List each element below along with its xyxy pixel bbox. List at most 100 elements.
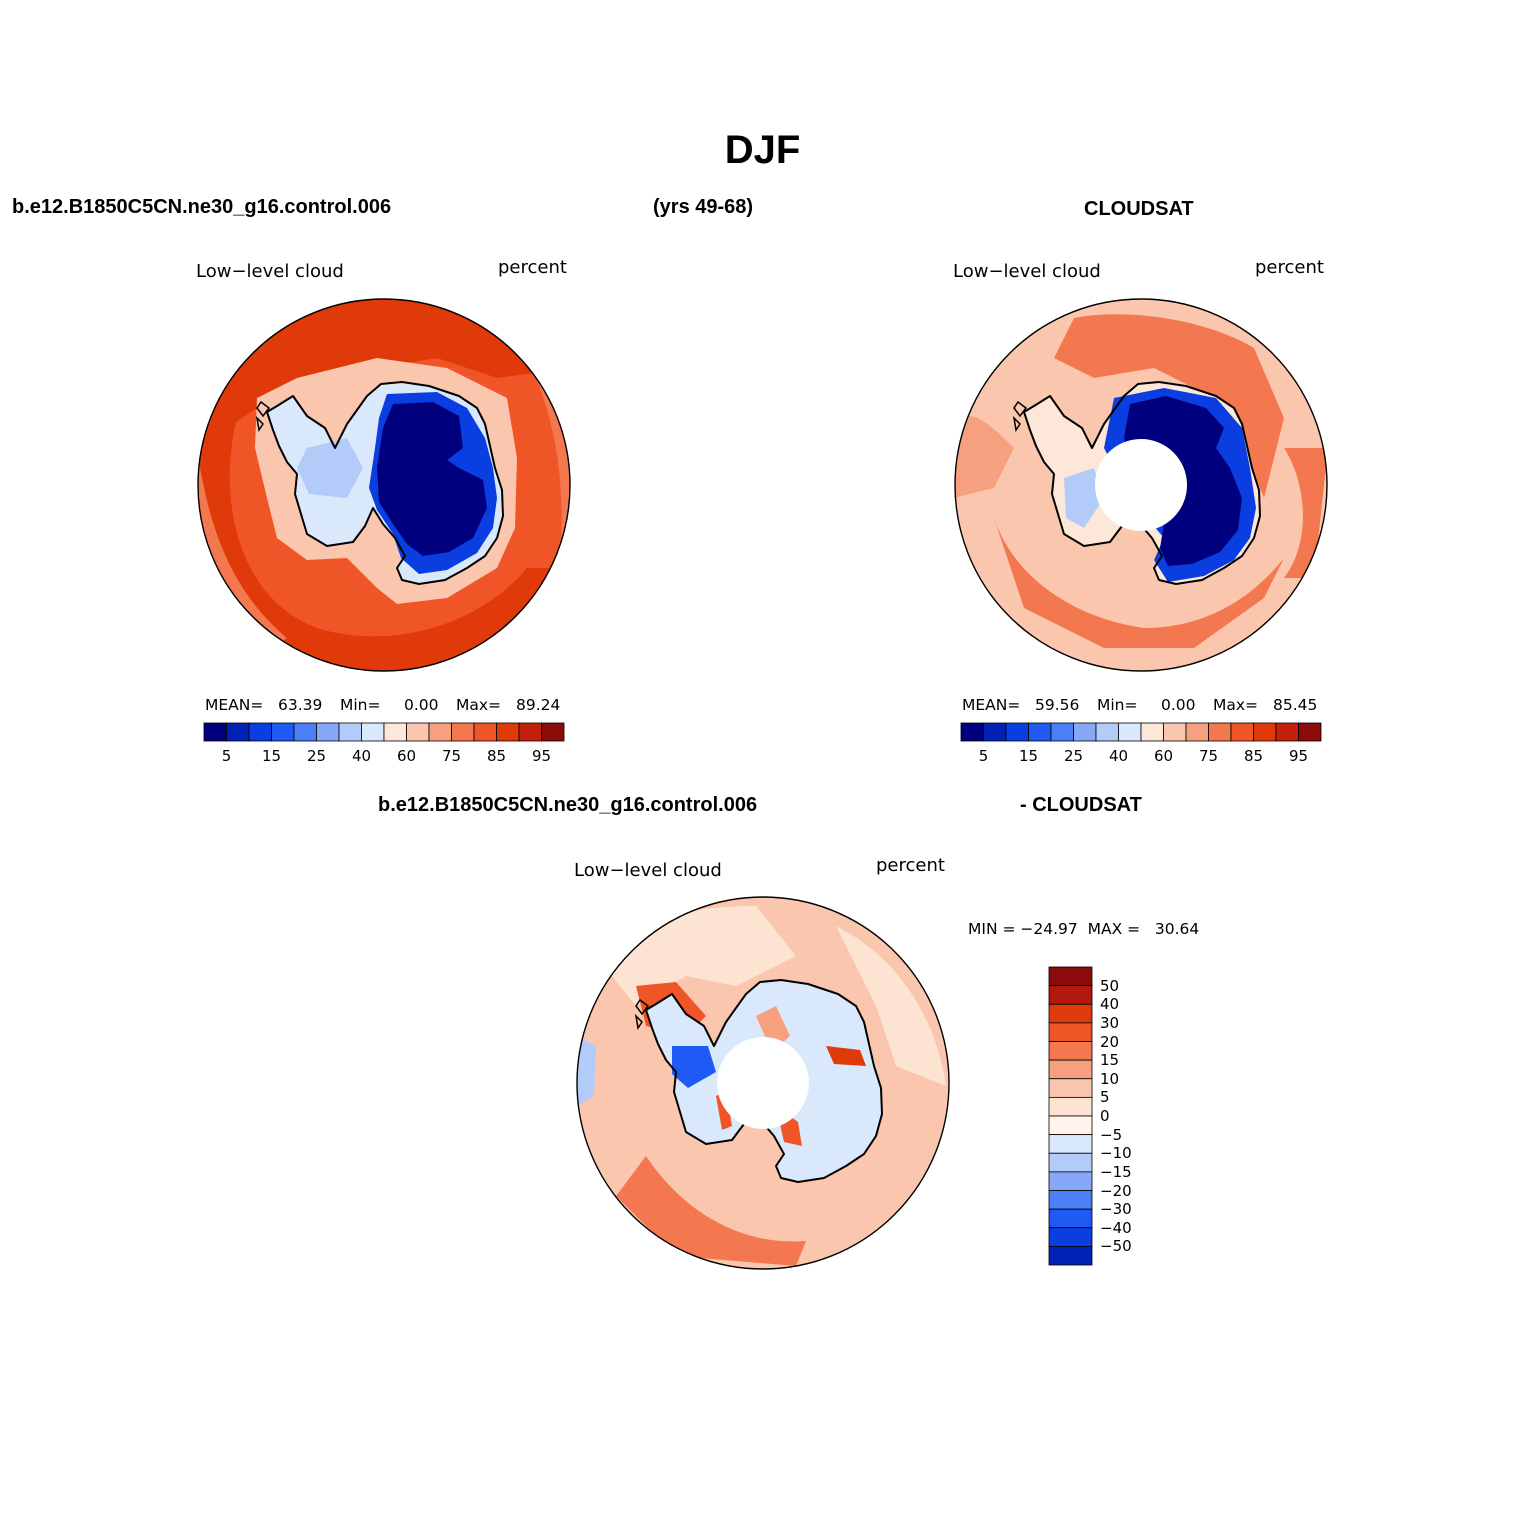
obs-name-label: CLOUDSAT — [1084, 198, 1194, 220]
panel1-min-label: Min= — [340, 696, 381, 714]
panel1-map-border — [197, 298, 571, 672]
panel1-mean-label: MEAN= — [205, 696, 264, 714]
panel2-max-value: 85.45 — [1273, 696, 1318, 714]
diff-case-name-label: b.e12.B1850C5CN.ne30_g16.control.006 — [378, 794, 758, 816]
panel1-colorbar-box — [518, 722, 542, 742]
panel1-colorbar-box — [361, 722, 385, 742]
panel2-colorbar-tick: 85 — [1243, 747, 1264, 765]
diff-colorbar-tick: 40 — [1100, 995, 1120, 1014]
panel1-colorbar-box — [271, 722, 295, 742]
panel1-colorbar-box — [248, 722, 272, 742]
diff-colorbar-tick: 50 — [1100, 976, 1120, 995]
panel1-colorbar-box — [473, 722, 497, 742]
diff-colorbar-box — [1048, 1134, 1093, 1154]
diff-colorbar-box — [1048, 966, 1093, 987]
panel2-colorbar-box — [1208, 722, 1232, 742]
diff-colorbar-tick: 0 — [1100, 1107, 1110, 1125]
diff-coastline — [645, 979, 883, 1183]
diff-colorbar-box — [1048, 1041, 1093, 1061]
panel2-colorbar-box — [1050, 722, 1074, 742]
panel1-colorbar-tick: 15 — [261, 747, 282, 765]
panel2-colorbar-box — [1028, 722, 1052, 742]
diff-map-border — [576, 896, 950, 1270]
panel2-colorbar-box — [1230, 722, 1254, 742]
panel2-mean-label: MEAN= — [962, 696, 1021, 714]
panel2-colorbar-box — [983, 722, 1007, 742]
panel2-min-value: 0.00 — [1161, 696, 1196, 714]
panel2-colorbar-tick: 95 — [1288, 747, 1309, 765]
panel2-colorbar-tick: 75 — [1198, 747, 1219, 765]
panel2-polar-data-gap — [1095, 439, 1187, 531]
diff-colorbar-tick: −40 — [1100, 1218, 1132, 1237]
panel2-max-label: Max= — [1213, 696, 1259, 714]
diff-colorbar-box — [1048, 1190, 1093, 1210]
panel2-colorbar-box — [1118, 722, 1142, 742]
years-label: (yrs 49-68) — [653, 196, 754, 218]
panel1-field — [198, 299, 570, 671]
panel1-colorbar-box — [226, 722, 250, 742]
panel1-colorbar-box — [451, 722, 475, 742]
diff-islands — [634, 998, 650, 1030]
panel2-colorbar-box — [1163, 722, 1187, 742]
diff-colorbar-tick: −5 — [1100, 1125, 1123, 1144]
panel2-colorbar-box — [1140, 722, 1164, 742]
panel1-max-value: 89.24 — [516, 696, 561, 714]
panel1-variable-label: Low−level cloud — [196, 261, 344, 282]
panel1-colorbar-box — [428, 722, 452, 742]
panel1-colorbar-box — [338, 722, 362, 742]
figure-title: DJF — [724, 128, 801, 172]
panel2-polar-map — [954, 298, 1328, 672]
diff-colorbar-box — [1048, 1078, 1093, 1098]
diff-colorbar-tick: 5 — [1100, 1088, 1110, 1107]
panel2-colorbar-box — [1005, 722, 1029, 742]
panel2-coastline — [1023, 381, 1261, 585]
panel2-colorbar — [960, 722, 1322, 742]
panel2-colorbar-box — [1095, 722, 1119, 742]
panel1-colorbar-tick: 85 — [486, 747, 507, 765]
panel1-colorbar-box — [541, 722, 565, 742]
diff-colorbar-box — [1048, 1208, 1093, 1229]
diff-colorbar-box — [1048, 1152, 1093, 1173]
panel2-colorbar-box — [1185, 722, 1209, 742]
diff-colorbar-tick: 15 — [1100, 1051, 1120, 1070]
panel2-map-border — [954, 298, 1328, 672]
panel2-colorbar-tick: 15 — [1018, 747, 1039, 765]
panel1-colorbar-tick: 5 — [221, 747, 232, 765]
diff-colorbar-box — [1048, 1115, 1093, 1136]
panel1-coastline — [266, 381, 504, 585]
diff-colorbar-tick: −20 — [1100, 1181, 1132, 1200]
panel1-colorbar-box — [316, 722, 340, 742]
panel1-colorbar-tick: 25 — [306, 747, 327, 765]
panel2-colorbar-box — [1073, 722, 1097, 742]
panel2-colorbar-box — [1253, 722, 1277, 742]
diff-colorbar-tick: 10 — [1100, 1069, 1120, 1088]
panel2-min-label: Min= — [1097, 696, 1138, 714]
panel1-colorbar-tick: 60 — [396, 747, 417, 765]
diff-colorbar-tick: −30 — [1100, 1200, 1132, 1219]
diff-colorbar-tick: −50 — [1100, 1237, 1132, 1256]
diff-units-label: percent — [876, 855, 945, 876]
panel1-colorbar-box — [383, 722, 407, 742]
panel1-max-label: Max= — [456, 696, 502, 714]
diff-colorbar-tick: 20 — [1100, 1032, 1120, 1051]
diff-variable-label: Low−level cloud — [574, 860, 722, 881]
diff-polar-map — [576, 896, 950, 1270]
diff-colorbar-box — [1048, 1227, 1093, 1247]
panel2-colorbar-tick: 5 — [978, 747, 989, 765]
panel1-min-value: 0.00 — [404, 696, 439, 714]
diff-obs-name-label: - CLOUDSAT — [1020, 794, 1142, 816]
diff-polar-data-gap — [717, 1037, 809, 1129]
panel2-units-label: percent — [1255, 257, 1324, 278]
panel1-colorbar-box — [496, 722, 520, 742]
diff-colorbar-tick: −10 — [1100, 1144, 1132, 1163]
panel2-colorbar-tick: 60 — [1153, 747, 1174, 765]
panel1-colorbar-box — [203, 722, 227, 742]
diff-minmax-label: MIN = −24.97 MAX = 30.64 — [968, 920, 1200, 938]
panel1-colorbar-tick: 75 — [441, 747, 462, 765]
panel1-polar-map — [197, 298, 571, 672]
panel2-colorbar-box — [1298, 722, 1322, 742]
panel2-colorbar-box — [960, 722, 984, 742]
panel1-colorbar-box — [406, 722, 430, 742]
panel1-colorbar-tick: 40 — [351, 747, 372, 765]
diff-colorbar-box — [1048, 1171, 1093, 1191]
